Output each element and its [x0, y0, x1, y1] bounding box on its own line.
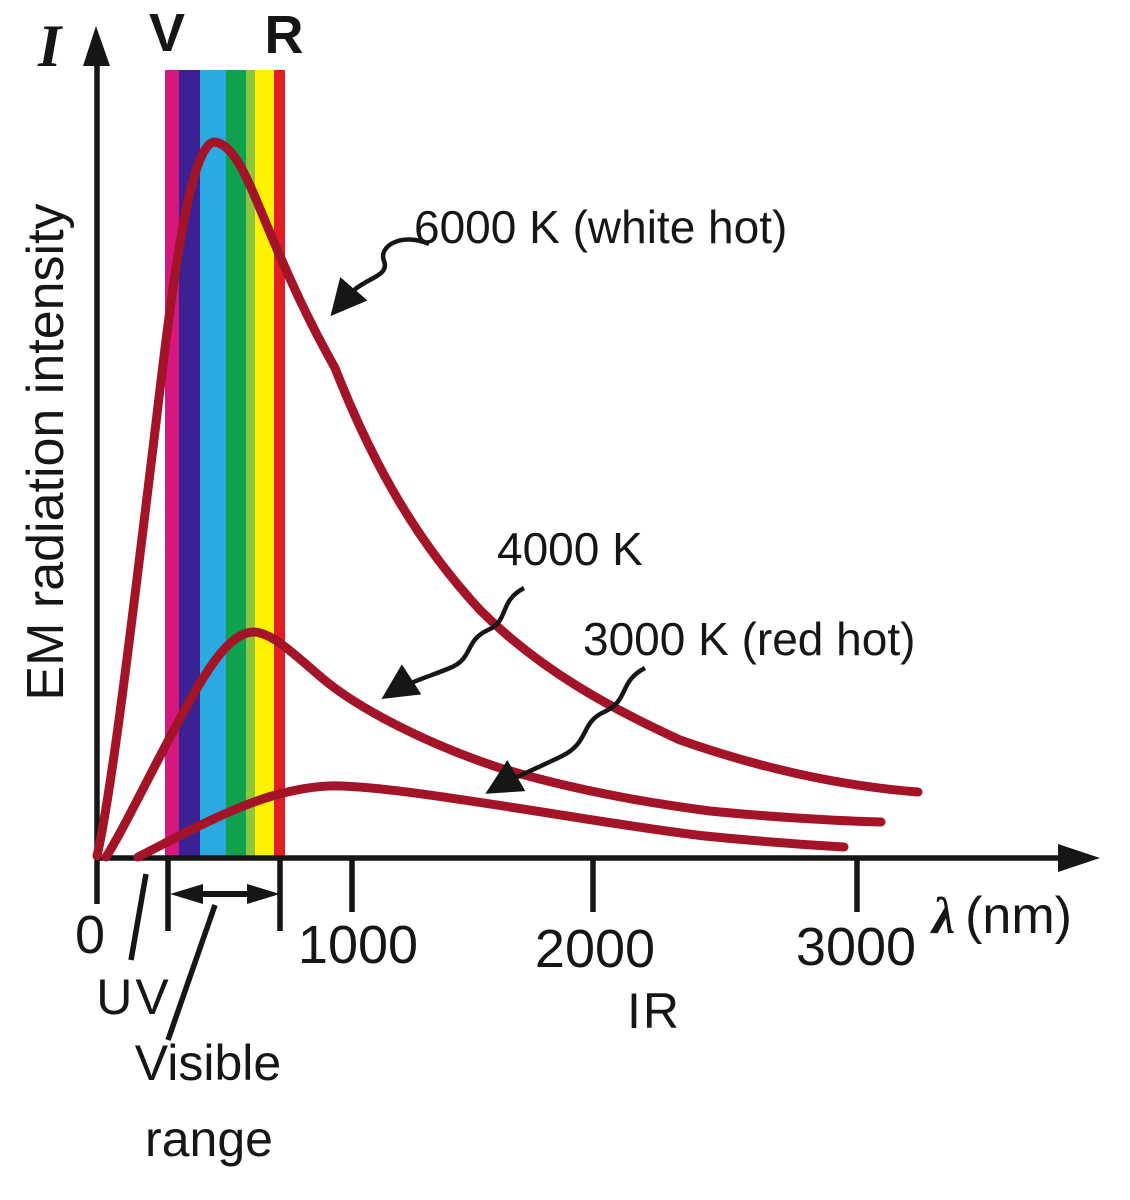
pointer-arrow-3000k: [485, 666, 647, 794]
spectrum-red-edge-label: R: [264, 5, 304, 65]
y-axis-symbol: I: [38, 13, 62, 79]
x-axis-unit: (nm): [965, 887, 1072, 945]
x-tick-label-2000: 2000: [534, 919, 656, 979]
visible-spectrum-band: [165, 70, 285, 856]
curve-3000k: [133, 781, 849, 862]
curve-label-6000k: 6000 K (white hot): [414, 201, 788, 253]
x-tick-label-1000: 1000: [297, 915, 419, 975]
spectrum-strip-yellow: [255, 70, 274, 856]
x-tick-label-0: 0: [74, 905, 106, 965]
visible-range-label-line2: range: [145, 1111, 273, 1167]
arrowhead-right-icon: [247, 884, 280, 904]
curve-label-4000k: 4000 K: [497, 523, 643, 575]
visible-range-pointer-line: [165, 904, 218, 1041]
annotation-arrows: [330, 237, 647, 794]
x-axis-symbol: λ: [932, 888, 956, 945]
pointer-arrow-6000k: [330, 237, 430, 317]
x-axis-arrowhead-icon: [1058, 844, 1100, 872]
spectrum-strip-blue: [200, 70, 226, 856]
spectrum-strip-red: [274, 70, 285, 856]
visible-range-extent-arrow: [170, 884, 280, 904]
y-axis-arrowhead-icon: [83, 26, 110, 66]
pointer-arrow-4000k: [381, 586, 526, 699]
blackbody-curves: [92, 137, 923, 862]
spectrum-violet-edge-label: V: [148, 3, 186, 63]
x-axis-title: λ (nm): [932, 890, 1072, 943]
y-axis-title: EM radiation intensity: [17, 203, 75, 701]
x-tick-label-3000: 3000: [795, 917, 917, 977]
visible-range-label-line1: Visible: [134, 1035, 282, 1091]
ir-region-label: IR: [627, 983, 681, 1039]
arrowhead-left-icon: [170, 884, 203, 904]
spectrum-strip-yellow-green: [246, 70, 255, 856]
curve-4000k: [101, 627, 886, 862]
x-tick-marks: [94, 858, 860, 1041]
curve-label-3000k: 3000 K (red hot): [583, 613, 916, 665]
spectrum-strip-green: [226, 70, 246, 856]
axes: [94, 62, 1064, 861]
curve-6000k: [92, 137, 923, 861]
uv-region-label: UV: [96, 969, 172, 1025]
uv-pointer-line: [128, 873, 149, 961]
spectrum-strip-violet: [179, 70, 200, 856]
